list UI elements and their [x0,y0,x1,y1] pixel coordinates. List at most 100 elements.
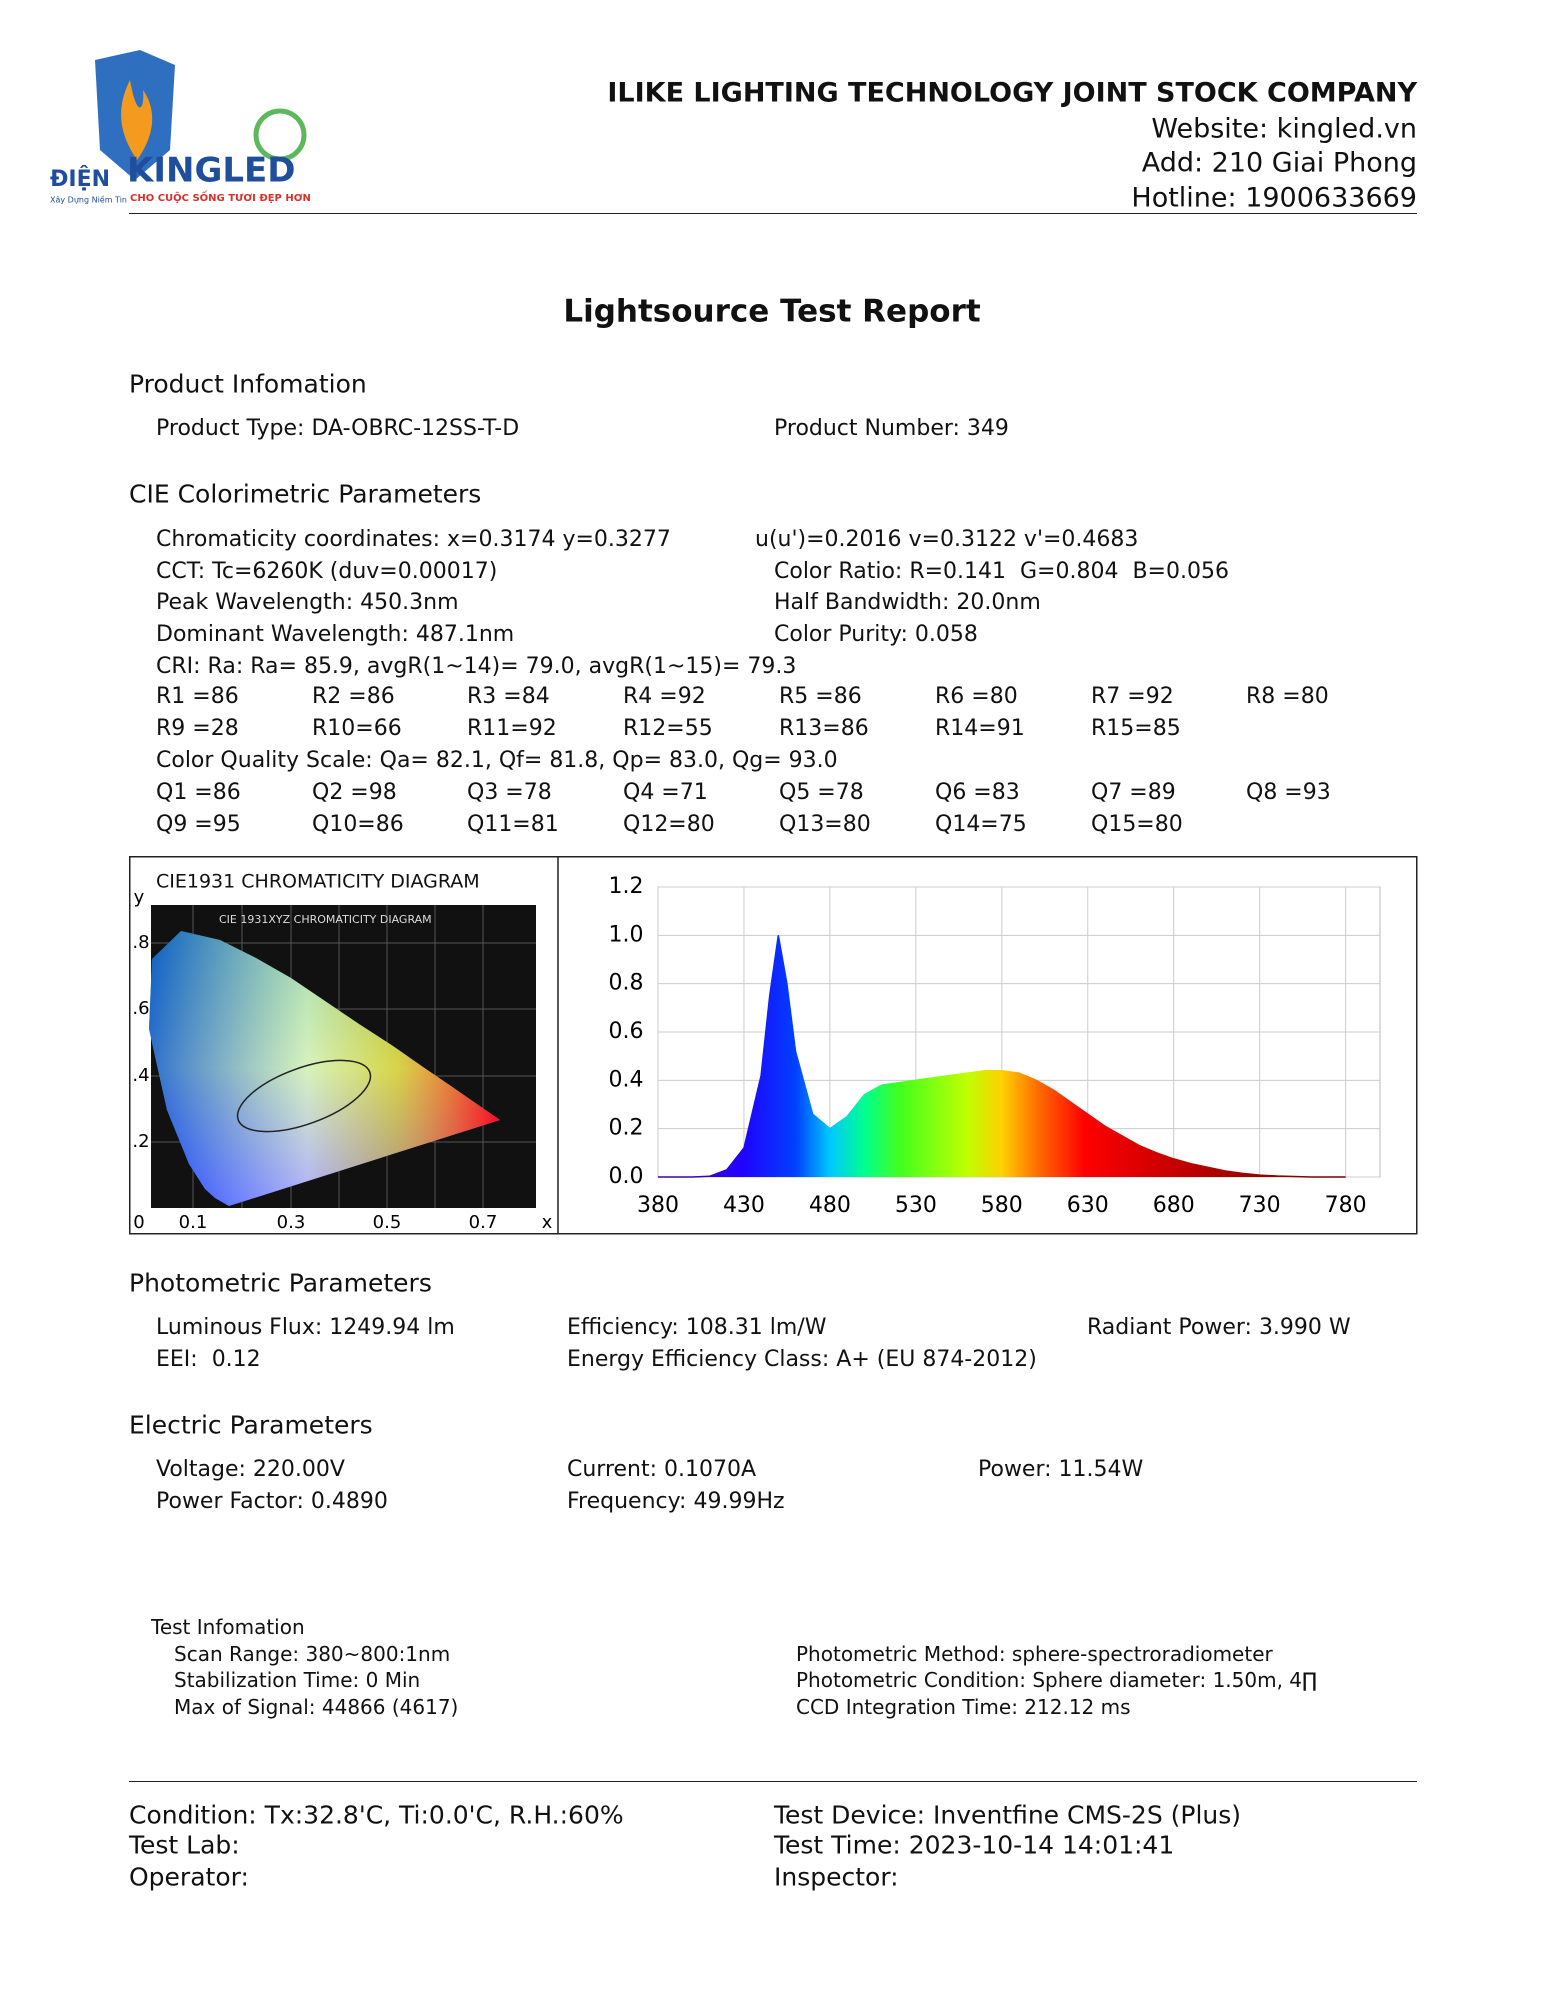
cie-y-label: y [134,887,145,908]
company-name: ILIKE LIGHTING TECHNOLOGY JOINT STOCK CO… [607,77,1417,109]
website: Website: kingled.vn [1151,113,1417,145]
cct: CCT: Tc=6260K (duv=0.00017) [156,559,498,584]
max-signal: Max of Signal: 44866 (4617) [174,1695,459,1719]
q-value: Q12=80 [623,812,715,837]
address: Add: 210 Giai Phong [1141,147,1417,179]
x-tick-label: 730 [1239,1193,1281,1218]
x-tick-label: 430 [723,1193,765,1218]
q-value: Q8 =93 [1246,780,1331,805]
header-rule [129,213,1417,214]
spectrum-area [658,935,1346,1177]
x-tick-label: 630 [1067,1193,1109,1218]
x-tick-label: 480 [809,1193,851,1218]
luminous-flux: Luminous Flux: 1249.94 lm [156,1315,455,1340]
cie-x-tick: 0.3 [277,1212,306,1233]
section-heading: Electric Parameters [129,1410,373,1440]
q-value: Q10=86 [312,812,404,837]
x-tick-label: 780 [1325,1193,1367,1218]
condition: Condition: Tx:32.8'C, Ti:0.0'C, R.H.:60% [129,1800,624,1830]
r-value: R2 =86 [312,684,395,709]
y-tick-label: 0.8 [609,971,644,996]
q-value: Q14=75 [935,812,1027,837]
q-value: Q6 =83 [935,780,1020,805]
q-value: Q4 =71 [623,780,708,805]
y-tick-label: 0.6 [609,1019,644,1044]
cie-y-tick: .4 [132,1065,149,1086]
y-tick-label: 1.0 [609,922,644,947]
r-value: R6 =80 [935,684,1018,709]
q-value: Q1 =86 [156,780,241,805]
section-heading: Test Infomation [151,1615,305,1639]
spectrum-line [658,935,1346,1178]
r-value: R12=55 [623,716,713,741]
r-value: R14=91 [935,716,1025,741]
r-value: R11=92 [467,716,557,741]
r-value: R10=66 [312,716,402,741]
inspector: Inspector: [774,1862,899,1892]
logo-flame [121,80,153,160]
r-value: R13=86 [779,716,869,741]
test-time: Test Time: 2023-10-14 14:01:41 [774,1830,1175,1860]
chromaticity: Chromaticity coordinates: x=0.3174 y=0.3… [156,527,671,552]
energy-class: Energy Efficiency Class: A+ (EU 874-2012… [567,1347,1037,1372]
half-bandwidth: Half Bandwidth: 20.0nm [774,590,1041,615]
operator: Operator: [129,1862,249,1892]
x-tick-label: 580 [981,1193,1023,1218]
power: Power: 11.54W [978,1457,1144,1482]
x-tick-label: 380 [637,1193,679,1218]
footer-rule [129,1781,1417,1782]
r-value: R8 =80 [1246,684,1329,709]
q-value: Q11=81 [467,812,559,837]
photometric-method: Photometric Method: sphere-spectroradiom… [796,1642,1273,1666]
uv-coordinates: u(u')=0.2016 v=0.3122 v'=0.4683 [755,527,1139,552]
photometric-condition: Photometric Condition: Sphere diameter: … [796,1668,1318,1692]
color-ratio: Color Ratio: R=0.141 G=0.804 B=0.056 [774,559,1229,584]
r-value: R7 =92 [1091,684,1174,709]
r-value: R1 =86 [156,684,239,709]
q-value: Q15=80 [1091,812,1183,837]
q-value: Q2 =98 [312,780,397,805]
cie-inner-title: CIE 1931XYZ CHROMATICITY DIAGRAM [219,913,432,926]
product-type: Product Type: DA-OBRC-12SS-T-D [156,416,520,441]
efficiency: Efficiency: 108.31 lm/W [567,1315,827,1340]
r-value: R9 =28 [156,716,239,741]
section-heading: CIE Colorimetric Parameters [129,479,482,509]
test-device: Test Device: Inventfine CMS-2S (Plus) [774,1800,1242,1830]
y-tick-label: 0.0 [609,1164,644,1189]
ccd-time: CCD Integration Time: 212.12 ms [796,1695,1131,1719]
cie-title: CIE1931 CHROMATICITY DIAGRAM [156,871,480,893]
logo: ĐIỆN KINGLED Xây Dựng Niềm Tin CHO CUỘC … [50,50,311,206]
cie-y-tick: .8 [132,932,149,953]
scan-range: Scan Range: 380~800:1nm [174,1642,451,1666]
r-value: R15=85 [1091,716,1181,741]
radiant-power: Radiant Power: 3.990 W [1087,1315,1351,1340]
logo-prefix: ĐIỆN [50,165,110,192]
cie-x-tick: 0 [133,1212,144,1233]
test-lab: Test Lab: [129,1830,240,1860]
cie-x-label: x [542,1212,553,1233]
q-value: Q13=80 [779,812,871,837]
r-value: R4 =92 [623,684,706,709]
hotline: Hotline: 1900633669 [1131,182,1417,214]
eei: EEI: 0.12 [156,1347,261,1372]
cie-x-tick: 0.7 [469,1212,498,1233]
q-value: Q3 =78 [467,780,552,805]
cie-x-tick: 0.5 [373,1212,402,1233]
r-value: R3 =84 [467,684,550,709]
color-purity: Color Purity: 0.058 [774,622,978,647]
logo-tagline: CHO CUỘC SỐNG TƯƠI ĐẸP HƠN [130,189,311,204]
peak-wavelength: Peak Wavelength: 450.3nm [156,590,459,615]
stabilization-time: Stabilization Time: 0 Min [174,1668,421,1692]
cie-y-tick: .6 [132,998,149,1019]
q-value: Q9 =95 [156,812,241,837]
section-heading: Product Infomation [129,369,367,399]
cie-ellipse [236,1059,372,1133]
voltage: Voltage: 220.00V [156,1457,345,1482]
frequency: Frequency: 49.99Hz [567,1489,785,1514]
q-value: Q7 =89 [1091,780,1176,805]
diagram-border [129,856,1418,1235]
report-title: Lightsource Test Report [563,293,981,330]
q-value: Q5 =78 [779,780,864,805]
section-heading: Photometric Parameters [129,1268,432,1298]
